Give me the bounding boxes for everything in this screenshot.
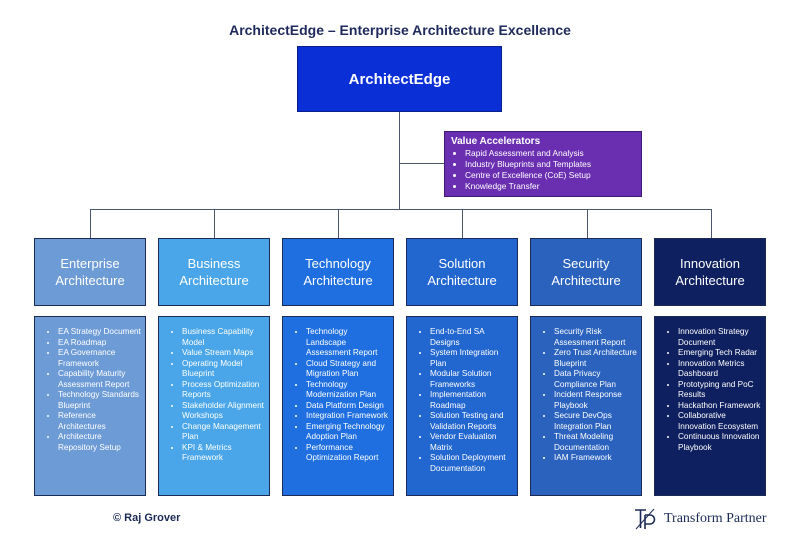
brand-logo: Transform Partner	[632, 506, 767, 532]
connector-col-5	[711, 209, 712, 238]
list-item: Implementation Roadmap	[430, 390, 513, 411]
list-item: Operating Model Blueprint	[182, 359, 265, 380]
connector-col-2	[338, 209, 339, 238]
tp-monogram-icon	[635, 508, 656, 530]
list-item: Innovation Strategy Document	[678, 327, 761, 348]
column-head-label: Technology Architecture	[303, 256, 373, 288]
list-item: Data Platform Design	[306, 401, 389, 412]
column-head-solution-architecture: Solution Architecture	[406, 238, 518, 306]
list-item: EA Roadmap	[58, 338, 141, 349]
root-node-label: ArchitectEdge	[348, 70, 451, 88]
list-item: Business Capability Model	[182, 327, 265, 348]
list-item: IAM Framework	[554, 453, 637, 464]
list-item: Solution Deployment Documentation	[430, 453, 513, 474]
list-item: Hackathon Framework	[678, 401, 761, 412]
column-detail-list: Innovation Strategy Document Emerging Te…	[659, 327, 761, 453]
list-item: Zero Trust Architecture Blueprint	[554, 348, 637, 369]
list-item: Process Optimization Reports	[182, 380, 265, 401]
list-item: Data Privacy Compliance Plan	[554, 369, 637, 390]
list-item: Continuous Innovation Playbook	[678, 432, 761, 453]
value-accelerators-box: Value Accelerators Rapid Assessment and …	[444, 131, 642, 197]
list-item: KPI & Metrics Framework	[182, 443, 265, 464]
column-head-label: Security Architecture	[551, 256, 621, 288]
list-item: Value Stream Maps	[182, 348, 265, 359]
list-item: End-to-End SA Designs	[430, 327, 513, 348]
list-item: Centre of Excellence (CoE) Setup	[465, 170, 635, 181]
list-item: Performance Optimization Report	[306, 443, 389, 464]
list-item: Integration Framework	[306, 411, 389, 422]
diagram-title: ArchitectEdge – Enterprise Architecture …	[229, 22, 571, 38]
value-accelerators-list: Rapid Assessment and Analysis Industry B…	[451, 148, 635, 192]
list-item: Modular Solution Frameworks	[430, 369, 513, 390]
column-detail-security-architecture: Security Risk Assessment Report Zero Tru…	[530, 316, 642, 496]
column-detail-list: EA Strategy Document EA Roadmap EA Gover…	[39, 327, 141, 453]
column-head-label: Enterprise Architecture	[55, 256, 125, 288]
connector-col-3	[462, 209, 463, 238]
value-accelerators-title: Value Accelerators	[451, 136, 541, 147]
connector-col-0	[90, 209, 91, 238]
list-item: Technology Modernization Plan	[306, 380, 389, 401]
connector-root-down	[399, 112, 400, 209]
list-item: Rapid Assessment and Analysis	[465, 148, 635, 159]
copyright-text: © Raj Grover	[113, 512, 181, 524]
list-item: Capability Maturity Assessment Report	[58, 369, 141, 390]
column-detail-enterprise-architecture: EA Strategy Document EA Roadmap EA Gover…	[34, 316, 146, 496]
connector-col-4	[587, 209, 588, 238]
connector-col-1	[214, 209, 215, 238]
list-item: Vendor Evaluation Matrix	[430, 432, 513, 453]
column-head-security-architecture: Security Architecture	[530, 238, 642, 306]
column-detail-list: Business Capability Model Value Stream M…	[163, 327, 265, 464]
list-item: EA Strategy Document	[58, 327, 141, 338]
column-detail-business-architecture: Business Capability Model Value Stream M…	[158, 316, 270, 496]
list-item: Prototyping and PoC Results	[678, 380, 761, 401]
column-head-label: Business Architecture	[179, 256, 249, 288]
list-item: Change Management Plan	[182, 422, 265, 443]
list-item: Emerging Tech Radar	[678, 348, 761, 359]
list-item: EA Governance Framework	[58, 348, 141, 369]
column-detail-list: End-to-End SA Designs System Integration…	[411, 327, 513, 474]
list-item: Incident Response Playbook	[554, 390, 637, 411]
list-item: Threat Modeling Documentation	[554, 432, 637, 453]
list-item: Industry Blueprints and Templates	[465, 159, 635, 170]
connector-to-value-accelerators	[399, 163, 444, 164]
list-item: Reference Architectures	[58, 411, 141, 432]
list-item: Stakeholder Alignment Workshops	[182, 401, 265, 422]
list-item: Security Risk Assessment Report	[554, 327, 637, 348]
column-detail-list: Technology Landscape Assessment Report C…	[287, 327, 389, 464]
list-item: Cloud Strategy and Migration Plan	[306, 359, 389, 380]
list-item: Technology Landscape Assessment Report	[306, 327, 389, 359]
list-item: System Integration Plan	[430, 348, 513, 369]
list-item: Collaborative Innovation Ecosystem	[678, 411, 761, 432]
column-detail-list: Security Risk Assessment Report Zero Tru…	[535, 327, 637, 464]
column-head-label: Solution Architecture	[427, 256, 497, 288]
column-head-enterprise-architecture: Enterprise Architecture	[34, 238, 146, 306]
column-head-label: Innovation Architecture	[675, 256, 745, 288]
list-item: Technology Standards Blueprint	[58, 390, 141, 411]
list-item: Solution Testing and Validation Reports	[430, 411, 513, 432]
list-item: Innovation Metrics Dashboard	[678, 359, 761, 380]
brand-name: Transform Partner	[664, 511, 767, 526]
list-item: Secure DevOps Integration Plan	[554, 411, 637, 432]
column-detail-technology-architecture: Technology Landscape Assessment Report C…	[282, 316, 394, 496]
root-node: ArchitectEdge	[297, 46, 502, 112]
column-detail-solution-architecture: End-to-End SA Designs System Integration…	[406, 316, 518, 496]
list-item: Knowledge Transfer	[465, 181, 635, 192]
column-head-business-architecture: Business Architecture	[158, 238, 270, 306]
list-item: Emerging Technology Adoption Plan	[306, 422, 389, 443]
column-head-technology-architecture: Technology Architecture	[282, 238, 394, 306]
column-detail-innovation-architecture: Innovation Strategy Document Emerging Te…	[654, 316, 766, 496]
list-item: Architecture Repository Setup	[58, 432, 141, 453]
connector-horizontal-bus	[90, 209, 712, 210]
column-head-innovation-architecture: Innovation Architecture	[654, 238, 766, 306]
